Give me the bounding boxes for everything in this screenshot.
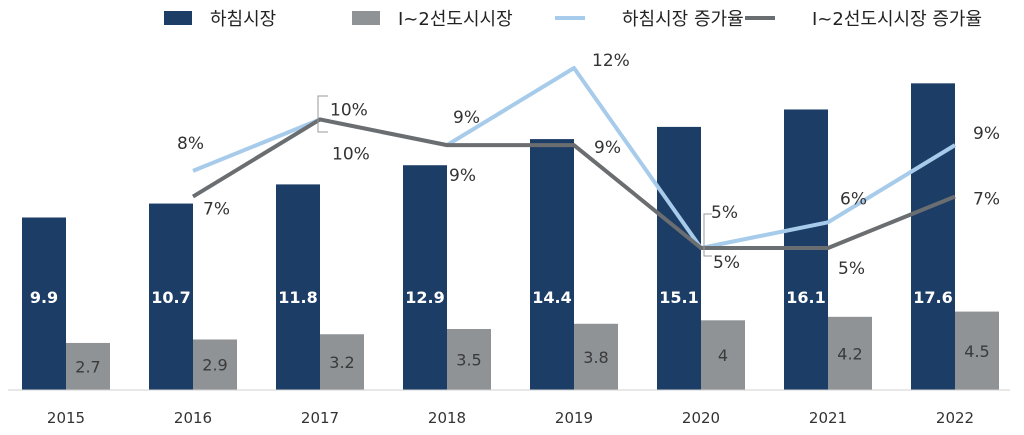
x-tick-2015: 2015 <box>47 409 85 427</box>
bar-main-2022 <box>911 83 955 390</box>
growth-label-tier12-2020: 5% <box>713 253 740 273</box>
growth-label-main-2020: 5% <box>711 203 738 223</box>
legend-label-0: 하침시장 <box>210 9 276 30</box>
growth-label-main-2021: 6% <box>840 189 867 209</box>
bar-label-main-2017: 11.8 <box>278 288 317 307</box>
bar-label-main-2016: 10.7 <box>151 288 190 307</box>
bar-main-2017 <box>276 184 320 390</box>
line-layer <box>191 66 957 250</box>
bar-tier12-2017 <box>320 334 364 390</box>
bar-label-main-2021: 16.1 <box>786 288 825 307</box>
x-tick-2018: 2018 <box>428 409 466 427</box>
x-tick-2017: 2017 <box>301 409 339 427</box>
bar-label-main-2019: 14.4 <box>532 288 571 307</box>
bar-main-2019 <box>530 139 574 390</box>
growth-label-tier12-2016: 7% <box>203 200 230 220</box>
bar-label-tier12-2022: 4.5 <box>964 342 989 361</box>
bar-label-main-2020: 15.1 <box>659 288 698 307</box>
growth-label-main-2018: 9% <box>453 108 480 128</box>
bar-tier12-2021 <box>828 316 872 390</box>
bar-tier12-2018 <box>447 329 491 390</box>
bar-tier12-2019 <box>574 323 618 390</box>
x-axis-ticks: 2015 2016 2017 2018 2019 2020 2021 2022 <box>47 409 974 427</box>
growth-label-tier12-2019: 9% <box>594 138 621 158</box>
bar-label-tier12-2019: 3.8 <box>583 348 608 367</box>
bar-main-2015 <box>22 217 66 390</box>
growth-label-main-2022: 9% <box>973 124 1000 144</box>
bar-tier12-2016 <box>193 339 237 390</box>
legend-label-3: Ⅰ~2선도시시장 증가율 <box>812 9 982 30</box>
legend: 하침시장 Ⅰ~2선도시시장 하침시장 증가율 Ⅰ~2선도시시장 증가율 <box>164 9 982 30</box>
bar-layer <box>22 83 999 391</box>
growth-label-main-2019: 12% <box>592 51 630 71</box>
x-tick-2022: 2022 <box>936 409 974 427</box>
x-tick-2020: 2020 <box>682 409 720 427</box>
leader-bracket-2017 <box>317 95 328 133</box>
bar-label-tier12-2015: 2.7 <box>75 357 100 376</box>
legend-label-1: Ⅰ~2선도시시장 <box>398 9 513 30</box>
bar-tier12-2020 <box>701 320 745 390</box>
leader-bracket-2020 <box>703 213 712 257</box>
bar-label-tier12-2016: 2.9 <box>202 356 227 375</box>
bar-tier12-2022 <box>955 311 999 390</box>
growth-label-tier12-2018: 9% <box>449 166 476 186</box>
x-tick-2019: 2019 <box>555 409 593 427</box>
legend-swatch-1 <box>352 11 380 25</box>
bar-main-2018 <box>403 165 447 390</box>
label-layer: 9.9 2.7 10.7 2.9 11.8 3.2 12.9 3.5 14.4 3.8 15.1 4 1… <box>30 51 1000 376</box>
growth-label-main-2016: 8% <box>177 134 204 154</box>
line-tier12-growth <box>191 117 956 250</box>
bar-main-2020 <box>657 126 701 391</box>
bar-label-tier12-2021: 4.2 <box>837 344 862 363</box>
growth-label-main-2017: 10% <box>330 100 368 120</box>
growth-label-tier12-2021: 5% <box>838 259 865 279</box>
bar-label-main-2022: 17.6 <box>913 288 952 307</box>
bar-label-tier12-2018: 3.5 <box>456 351 481 370</box>
bar-main-2016 <box>149 203 193 390</box>
x-tick-2016: 2016 <box>174 409 212 427</box>
legend-swatch-0 <box>164 11 192 25</box>
legend-label-2: 하침시장 증가율 <box>622 9 744 30</box>
growth-label-tier12-2022: 7% <box>973 190 1000 210</box>
bar-label-tier12-2017: 3.2 <box>329 353 354 372</box>
growth-label-tier12-2017: 10% <box>332 144 370 164</box>
x-tick-2021: 2021 <box>809 409 847 427</box>
bar-tier12-2015 <box>66 342 110 390</box>
bar-label-tier12-2020: 4 <box>718 346 728 365</box>
bar-label-main-2015: 9.9 <box>30 288 58 307</box>
bar-label-main-2018: 12.9 <box>405 288 444 307</box>
